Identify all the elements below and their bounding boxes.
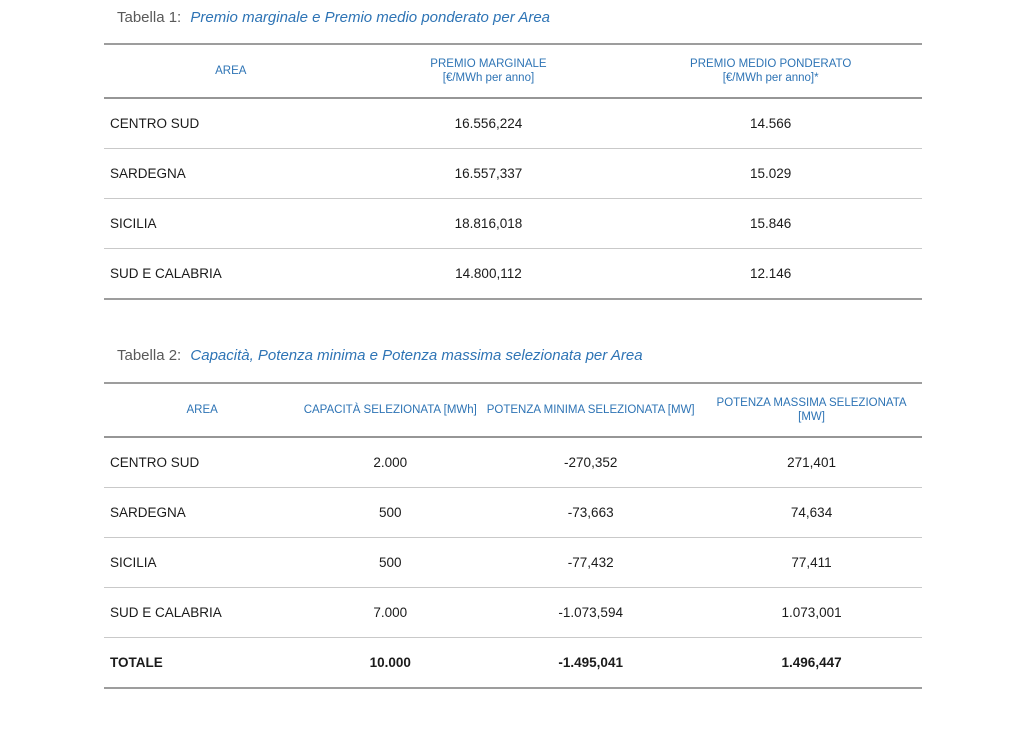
table1-header-row: AREA PREMIO MARGINALE [€/MWh per anno] P… <box>104 44 922 99</box>
premio-marginale-cell: 14.800,112 <box>357 248 620 299</box>
potenza-minima-cell: -73,663 <box>480 487 702 538</box>
area-cell: SICILIA <box>104 537 301 588</box>
premio-medio-ponderato-cell: 15.846 <box>619 198 922 249</box>
area-cell: SICILIA <box>104 198 358 249</box>
potenza-minima-total-cell: -1.495,041 <box>480 637 702 688</box>
area-cell: CENTRO SUD <box>110 455 200 470</box>
table1: AREA PREMIO MARGINALE [€/MWh per anno] P… <box>104 43 922 300</box>
table-row: SUD E CALABRIA 7.000 -1.073,594 1.073,00… <box>104 587 922 638</box>
total-label-cell: TOTALE <box>104 637 301 688</box>
potenza-massima-cell: 74,634 <box>701 487 922 538</box>
header-label: AREA <box>215 65 247 77</box>
area-cell: SARDEGNA <box>104 148 358 199</box>
area-cell: SARDEGNA <box>104 487 301 538</box>
capacita-cell: 500 <box>300 487 481 538</box>
table-row: CENTRO SUD 2.000 -270,352 271,401 <box>104 437 922 488</box>
header-label: POTENZA MINIMA SELEZIONATA [MW] <box>486 404 695 416</box>
table-row: SICILIA 500 -77,432 77,411 <box>104 537 922 588</box>
capacita-cell: 7.000 <box>300 587 481 638</box>
table-row: SARDEGNA 500 -73,663 74,634 <box>104 487 922 538</box>
potenza-massima-total-cell: 1.496,447 <box>701 637 922 688</box>
table-row: SICILIA 18.816,018 15.846 <box>104 198 922 249</box>
document-page: Tabella 1: Premio marginale e Premio med… <box>104 0 922 689</box>
table-row: SARDEGNA 16.557,337 15.029 <box>104 148 922 199</box>
table2-header-potenza-minima: POTENZA MINIMA SELEZIONATA [MW] <box>480 383 702 438</box>
potenza-massima-cell: 1.073,001 <box>701 587 922 638</box>
table1-header-area: AREA <box>104 44 358 99</box>
table2-header-row: AREA CAPACITÀ SELEZIONATA [MWh] POTENZA … <box>104 383 922 438</box>
table1-caption-title: Premio marginale e Premio medio ponderat… <box>190 9 551 26</box>
table2-caption-label: Tabella 2: <box>117 347 182 364</box>
capacita-cell: 500 <box>300 537 481 588</box>
table1-caption-label: Tabella 1: <box>117 9 182 26</box>
potenza-minima-cell: -1.073,594 <box>480 587 702 638</box>
capacita-total-cell: 10.000 <box>300 637 481 688</box>
header-unit: [€/MWh per anno]* <box>722 72 819 84</box>
premio-medio-ponderato-cell: 15.029 <box>619 148 922 199</box>
header-label: AREA <box>186 404 218 416</box>
table1-header-premio-medio-ponderato: PREMIO MEDIO PONDERATO [€/MWh per anno]* <box>619 44 922 99</box>
header-label: CAPACITÀ SELEZIONATA [MWh] <box>303 404 477 416</box>
table1-caption: Tabella 1: Premio marginale e Premio med… <box>104 8 922 27</box>
header-label: PREMIO MEDIO PONDERATO <box>690 58 852 70</box>
area-cell: SUD E CALABRIA <box>104 248 358 299</box>
potenza-minima-cell: -270,352 <box>564 455 618 470</box>
header-unit: [€/MWh per anno] <box>442 72 535 84</box>
premio-medio-ponderato-cell: 12.146 <box>619 248 922 299</box>
premio-marginale-cell: 16.556,224 <box>454 116 523 131</box>
potenza-massima-cell: 77,411 <box>701 537 922 588</box>
table2-header-capacita-selezionata: CAPACITÀ SELEZIONATA [MWh] <box>300 383 481 438</box>
table2: AREA CAPACITÀ SELEZIONATA [MWh] POTENZA … <box>104 382 922 689</box>
premio-marginale-cell: 18.816,018 <box>357 198 620 249</box>
table1-header-premio-marginale: PREMIO MARGINALE [€/MWh per anno] <box>357 44 620 99</box>
potenza-massima-cell: 271,401 <box>787 455 836 470</box>
area-cell: SUD E CALABRIA <box>104 587 301 638</box>
table-total-row: TOTALE 10.000 -1.495,041 1.496,447 <box>104 637 922 688</box>
potenza-minima-cell: -77,432 <box>480 537 702 588</box>
table-row: CENTRO SUD 16.556,224 14.566 <box>104 98 922 149</box>
header-label: PREMIO MARGINALE <box>430 58 547 70</box>
header-label: POTENZA MASSIMA SELEZIONATA [MW] <box>716 397 907 423</box>
table-row: SUD E CALABRIA 14.800,112 12.146 <box>104 248 922 299</box>
table2-caption: Tabella 2: Capacità, Potenza minima e Po… <box>104 346 922 365</box>
premio-marginale-cell: 16.557,337 <box>357 148 620 199</box>
table2-header-area: AREA <box>104 383 301 438</box>
capacita-cell: 2.000 <box>373 455 408 470</box>
premio-medio-ponderato-cell: 14.566 <box>750 116 792 131</box>
table2-caption-title: Capacità, Potenza minima e Potenza massi… <box>190 347 643 364</box>
table2-header-potenza-massima: POTENZA MASSIMA SELEZIONATA [MW] <box>701 383 922 438</box>
area-cell: CENTRO SUD <box>110 116 200 131</box>
